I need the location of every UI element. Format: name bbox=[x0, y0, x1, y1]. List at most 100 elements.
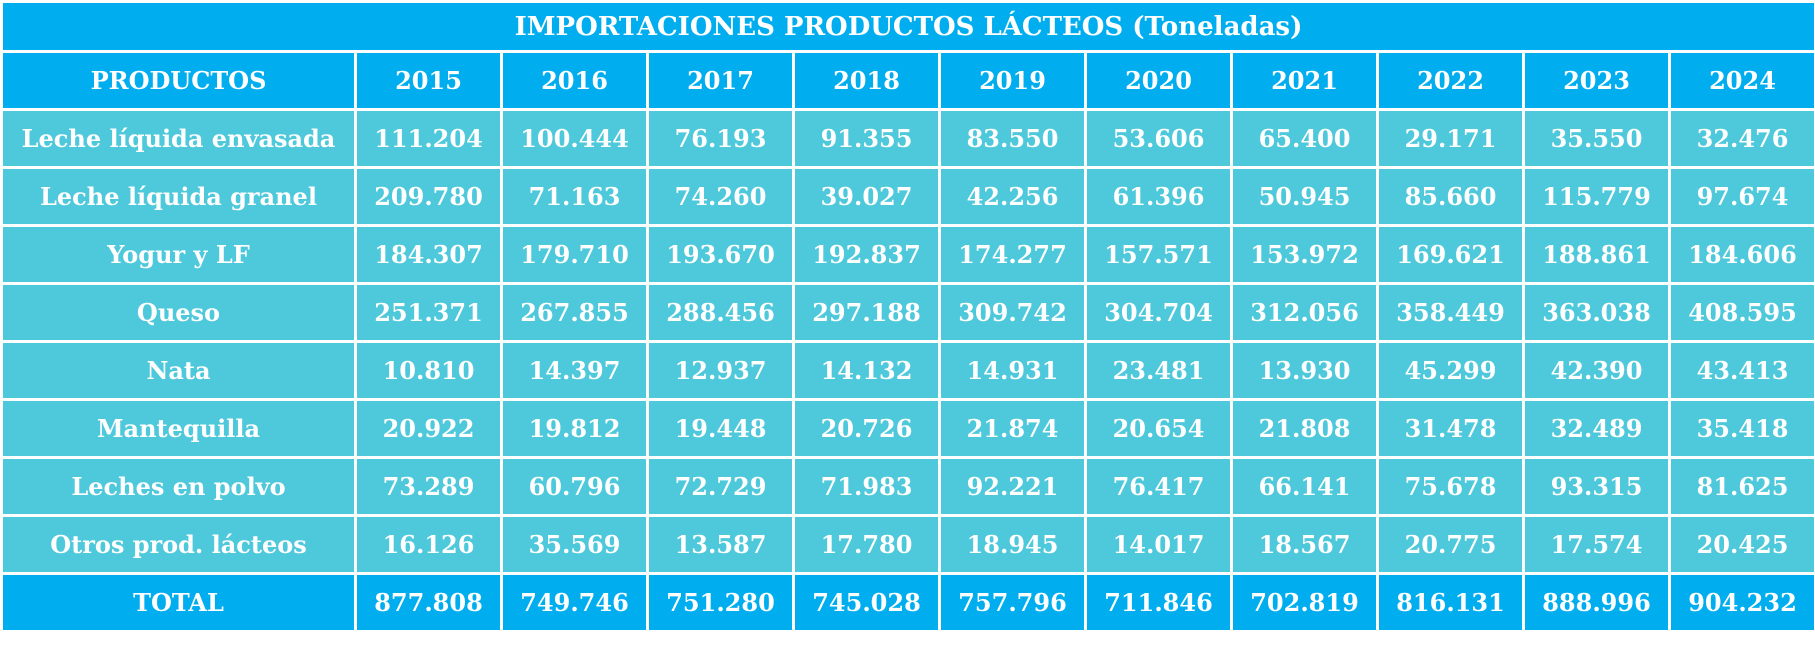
table-cell: 20.775 bbox=[1376, 514, 1525, 575]
row-label: Otros prod. lácteos bbox=[0, 514, 357, 575]
table-cell: 169.621 bbox=[1376, 224, 1525, 285]
table-cell: 81.625 bbox=[1668, 456, 1815, 517]
total-cell: 751.280 bbox=[646, 572, 795, 633]
total-cell: 711.846 bbox=[1084, 572, 1233, 633]
row-label: Yogur y LF bbox=[0, 224, 357, 285]
column-header-year: 2016 bbox=[500, 50, 649, 111]
row-label: Leches en polvo bbox=[0, 456, 357, 517]
table-cell: 66.141 bbox=[1230, 456, 1379, 517]
table-cell: 42.390 bbox=[1522, 340, 1671, 401]
table-cell: 71.163 bbox=[500, 166, 649, 227]
row-label: Queso bbox=[0, 282, 357, 343]
column-header-year: 2018 bbox=[792, 50, 941, 111]
table-cell: 73.289 bbox=[354, 456, 503, 517]
table-cell: 13.587 bbox=[646, 514, 795, 575]
table-cell: 20.726 bbox=[792, 398, 941, 459]
table-cell: 10.810 bbox=[354, 340, 503, 401]
table-cell: 65.400 bbox=[1230, 108, 1379, 169]
table-cell: 50.945 bbox=[1230, 166, 1379, 227]
table-cell: 61.396 bbox=[1084, 166, 1233, 227]
table-cell: 72.729 bbox=[646, 456, 795, 517]
table-cell: 20.425 bbox=[1668, 514, 1815, 575]
row-label: Mantequilla bbox=[0, 398, 357, 459]
table-cell: 14.397 bbox=[500, 340, 649, 401]
table-cell: 83.550 bbox=[938, 108, 1087, 169]
table-cell: 17.574 bbox=[1522, 514, 1671, 575]
table-row: Queso 251.371 267.855 288.456 297.188 309.742… bbox=[0, 282, 1815, 343]
table-cell: 309.742 bbox=[938, 282, 1087, 343]
table-cell: 188.861 bbox=[1522, 224, 1671, 285]
table-cell: 297.188 bbox=[792, 282, 941, 343]
table-cell: 16.126 bbox=[354, 514, 503, 575]
row-label: Leche líquida granel bbox=[0, 166, 357, 227]
column-header-year: 2024 bbox=[1668, 50, 1815, 111]
table-cell: 74.260 bbox=[646, 166, 795, 227]
column-header-year: 2021 bbox=[1230, 50, 1379, 111]
table-cell: 184.606 bbox=[1668, 224, 1815, 285]
column-header-year: 2017 bbox=[646, 50, 795, 111]
table-row: Otros prod. lácteos 16.126 35.569 13.587 17.… bbox=[0, 514, 1815, 575]
table-cell: 174.277 bbox=[938, 224, 1087, 285]
table-row: Leches en polvo 73.289 60.796 72.729 71.983 9… bbox=[0, 456, 1815, 517]
table-cell: 193.670 bbox=[646, 224, 795, 285]
table-cell: 288.456 bbox=[646, 282, 795, 343]
table-cell: 35.550 bbox=[1522, 108, 1671, 169]
column-header-year: 2020 bbox=[1084, 50, 1233, 111]
table-cell: 32.476 bbox=[1668, 108, 1815, 169]
table-row: Leche líquida granel 209.780 71.163 74.260 3… bbox=[0, 166, 1815, 227]
title-row: IMPORTACIONES PRODUCTOS LÁCTEOS (Tonelad… bbox=[0, 0, 1815, 53]
total-cell: 816.131 bbox=[1376, 572, 1525, 633]
table-cell: 408.595 bbox=[1668, 282, 1815, 343]
total-cell: 757.796 bbox=[938, 572, 1087, 633]
total-cell: 877.808 bbox=[354, 572, 503, 633]
table-cell: 184.307 bbox=[354, 224, 503, 285]
table-cell: 85.660 bbox=[1376, 166, 1525, 227]
table-cell: 192.837 bbox=[792, 224, 941, 285]
table-row: Nata 10.810 14.397 12.937 14.132 14.931 23.481… bbox=[0, 340, 1815, 401]
table-cell: 92.221 bbox=[938, 456, 1087, 517]
table-cell: 20.654 bbox=[1084, 398, 1233, 459]
table-cell: 93.315 bbox=[1522, 456, 1671, 517]
table-cell: 43.413 bbox=[1668, 340, 1815, 401]
table-cell: 35.418 bbox=[1668, 398, 1815, 459]
total-label: TOTAL bbox=[0, 572, 357, 633]
table-cell: 111.204 bbox=[354, 108, 503, 169]
table-cell: 251.371 bbox=[354, 282, 503, 343]
table-cell: 20.922 bbox=[354, 398, 503, 459]
table-cell: 97.674 bbox=[1668, 166, 1815, 227]
table-row: Mantequilla 20.922 19.812 19.448 20.726 21.87… bbox=[0, 398, 1815, 459]
table-row: Leche líquida envasada 111.204 100.444 76.1… bbox=[0, 108, 1815, 169]
row-label: Nata bbox=[0, 340, 357, 401]
total-cell: 745.028 bbox=[792, 572, 941, 633]
table-cell: 14.132 bbox=[792, 340, 941, 401]
table-cell: 18.945 bbox=[938, 514, 1087, 575]
table-cell: 60.796 bbox=[500, 456, 649, 517]
total-cell: 888.996 bbox=[1522, 572, 1671, 633]
column-header-products: PRODUCTOS bbox=[0, 50, 357, 111]
column-header-year: 2023 bbox=[1522, 50, 1671, 111]
table-cell: 29.171 bbox=[1376, 108, 1525, 169]
header-row: PRODUCTOS 2015 2016 2017 2018 2019 2020 2021 202… bbox=[0, 50, 1815, 111]
table-cell: 76.193 bbox=[646, 108, 795, 169]
table-cell: 14.017 bbox=[1084, 514, 1233, 575]
table-cell: 115.779 bbox=[1522, 166, 1671, 227]
table-cell: 14.931 bbox=[938, 340, 1087, 401]
table-cell: 32.489 bbox=[1522, 398, 1671, 459]
table-cell: 312.056 bbox=[1230, 282, 1379, 343]
column-header-year: 2019 bbox=[938, 50, 1087, 111]
table-row: Yogur y LF 184.307 179.710 193.670 192.837 17… bbox=[0, 224, 1815, 285]
table-cell: 18.567 bbox=[1230, 514, 1379, 575]
column-header-year: 2015 bbox=[354, 50, 503, 111]
table-cell: 358.449 bbox=[1376, 282, 1525, 343]
table-cell: 17.780 bbox=[792, 514, 941, 575]
row-label: Leche líquida envasada bbox=[0, 108, 357, 169]
table-cell: 39.027 bbox=[792, 166, 941, 227]
table-cell: 13.930 bbox=[1230, 340, 1379, 401]
table-cell: 23.481 bbox=[1084, 340, 1233, 401]
table-cell: 179.710 bbox=[500, 224, 649, 285]
table-cell: 76.417 bbox=[1084, 456, 1233, 517]
table-cell: 45.299 bbox=[1376, 340, 1525, 401]
table-cell: 100.444 bbox=[500, 108, 649, 169]
table-cell: 267.855 bbox=[500, 282, 649, 343]
